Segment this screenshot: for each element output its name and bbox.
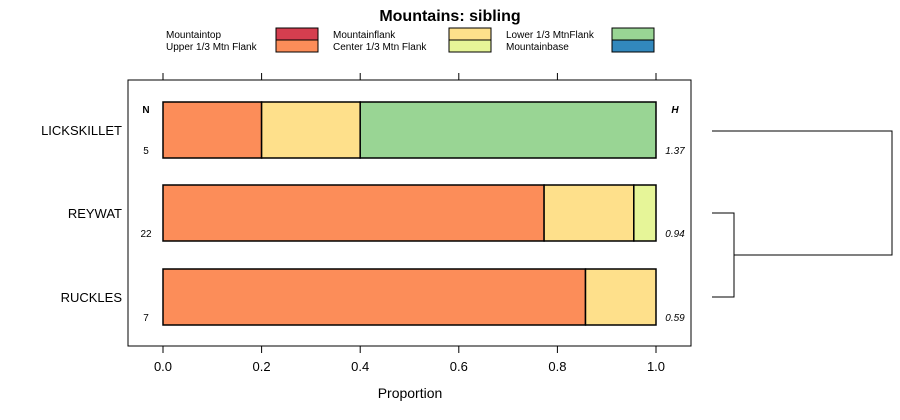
h-value-reywat: 0.94 <box>665 229 685 240</box>
dendrogram-branch-reywat-ruckles <box>712 212 735 298</box>
category-label-ruckles: RUCKLES <box>61 290 123 305</box>
n-value-ruckles: 7 <box>143 313 149 324</box>
bar-segment-ruckles-upper-1-3-mtn-flank <box>162 268 587 326</box>
legend-swatch-lower-1-3-mtnflank <box>611 27 655 41</box>
dendrogram <box>712 130 893 298</box>
n-value-reywat: 22 <box>140 229 152 240</box>
bar-segment-lickskillet-lower-1-3-mtnflank <box>359 101 657 159</box>
plot-frame <box>127 79 692 347</box>
bar-segment-reywat-upper-1-3-mtn-flank <box>162 184 545 242</box>
n-value-lickskillet: 5 <box>143 146 149 157</box>
x-axis-label: Proportion <box>378 385 443 401</box>
bar-segment-ruckles-mountainflank <box>584 268 657 326</box>
legend-label-mountaintop: Mountaintop <box>166 30 221 41</box>
legend-label-upper-1-3-mtn-flank: Upper 1/3 Mtn Flank <box>166 42 258 53</box>
legend-swatch-center-1-3-mtn-flank <box>448 39 492 53</box>
bar-segment-reywat-mountainflank <box>543 184 635 242</box>
category-label-lickskillet: LICKSKILLET <box>41 123 122 138</box>
legend-swatch-mountaintop <box>275 27 319 41</box>
legend-swatch-mountainbase <box>611 39 655 53</box>
x-tick-label: 0.0 <box>154 359 172 374</box>
legend-swatch-mountainflank <box>448 27 492 41</box>
h-header: H <box>671 105 679 116</box>
chart-title: Mountains: sibling <box>379 8 520 25</box>
x-tick-label: 1.0 <box>647 359 665 374</box>
bar-segment-reywat-center-1-3-mtn-flank <box>633 184 657 242</box>
legend-label-lower-1-3-mtnflank: Lower 1/3 MtnFlank <box>506 30 595 41</box>
x-tick-label: 0.6 <box>450 359 468 374</box>
x-tick-label: 0.2 <box>253 359 271 374</box>
bars: LICKSKILLET 5 1.37 REYWAT 22 0.94 RUCKLES 7 0.59 <box>41 101 685 326</box>
bar-segment-lickskillet-mountainflank <box>260 101 361 159</box>
legend-label-center-1-3-mtn-flank: Center 1/3 Mtn Flank <box>333 42 427 53</box>
h-value-ruckles: 0.59 <box>665 313 685 324</box>
h-value-lickskillet: 1.37 <box>665 146 685 157</box>
x-axis: 0.0 0.2 0.4 0.6 0.8 1.0 <box>154 73 665 374</box>
bar-segment-lickskillet-upper-1-3-mtn-flank <box>162 101 263 159</box>
x-tick-label: 0.8 <box>548 359 566 374</box>
legend-label-mountainbase: Mountainbase <box>506 42 569 53</box>
category-label-reywat: REYWAT <box>68 206 122 221</box>
legend-label-mountainflank: Mountainflank <box>333 30 396 41</box>
dendrogram-branch-root <box>712 130 893 256</box>
x-tick-label: 0.4 <box>351 359 369 374</box>
legend-swatch-upper-1-3-mtn-flank <box>275 39 319 53</box>
n-header: N <box>142 105 149 116</box>
